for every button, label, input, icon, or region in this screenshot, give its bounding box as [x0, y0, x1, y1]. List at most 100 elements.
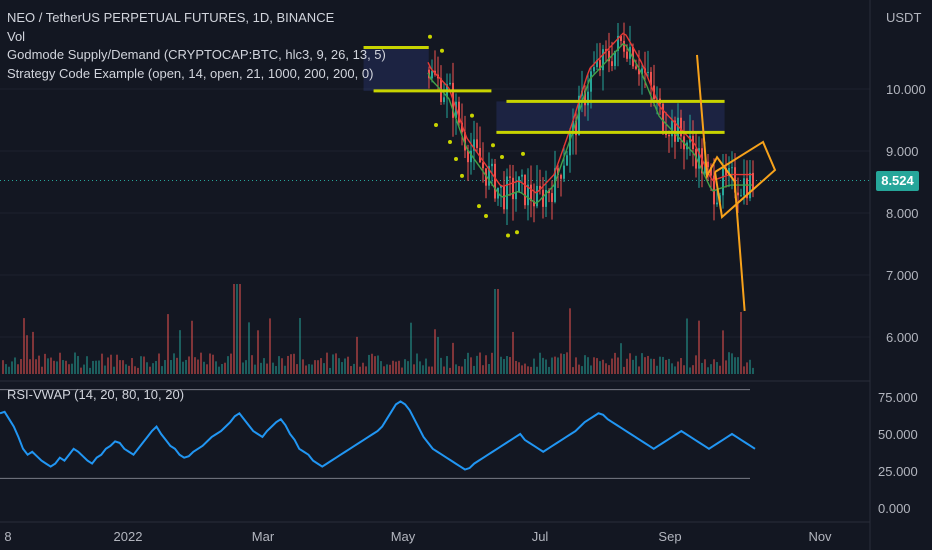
candle-body	[587, 91, 589, 106]
signal-dot	[500, 155, 504, 160]
volume-bar	[137, 367, 139, 374]
volume-bar	[584, 355, 586, 374]
volume-bar	[686, 318, 688, 374]
volume-bar	[359, 366, 361, 374]
volume-bar	[449, 367, 451, 374]
candle-body	[458, 101, 460, 123]
volume-bar	[464, 358, 466, 374]
price-tick: 8.000	[886, 206, 919, 221]
volume-bar	[131, 358, 133, 374]
candle-body	[461, 122, 463, 133]
volume-bar	[50, 357, 52, 374]
volume-bar	[524, 363, 526, 374]
volume-bar	[371, 353, 373, 374]
volume-indicator-label[interactable]: Vol	[7, 28, 26, 44]
candle-body	[548, 189, 550, 194]
volume-bar	[14, 357, 16, 374]
volume-bar	[461, 366, 463, 374]
volume-bar	[644, 357, 646, 374]
volume-bar	[566, 352, 568, 374]
signal-dot	[470, 113, 474, 118]
volume-bar	[200, 352, 202, 374]
chart-legend: NEO / TetherUS PERPETUAL FUTURES, 1D, BI…	[7, 9, 386, 83]
volume-bar	[335, 353, 337, 374]
strategy-indicator-label[interactable]: Strategy Code Example (open, 14, open, 2…	[7, 65, 374, 81]
candle-body	[512, 177, 514, 200]
volume-bar	[614, 352, 616, 374]
rsi-indicator-label[interactable]: RSI-VWAP (14, 20, 80, 10, 20)	[7, 387, 185, 402]
volume-bar	[290, 354, 292, 374]
volume-bar	[260, 362, 262, 374]
volume-bar	[500, 356, 502, 374]
candle-body	[476, 139, 478, 148]
candle-body	[557, 168, 559, 175]
volume-bar	[380, 361, 382, 374]
volume-bar	[20, 359, 22, 374]
candle-body	[620, 35, 622, 41]
volume-bar	[590, 365, 592, 374]
candle-body	[575, 120, 577, 136]
candle-body	[617, 35, 619, 51]
candle-body	[521, 174, 523, 177]
volume-bar	[539, 352, 541, 374]
volume-bar	[314, 360, 316, 374]
time-tick: Mar	[252, 529, 275, 544]
volume-bar	[17, 364, 19, 374]
candle-body	[530, 184, 532, 202]
signal-dot	[440, 48, 444, 53]
volume-bar	[341, 362, 343, 374]
volume-bar	[575, 357, 577, 374]
candle-body	[626, 51, 628, 59]
candle-body	[602, 49, 604, 71]
volume-bar	[638, 366, 640, 374]
candle-body	[566, 155, 568, 166]
volume-bar	[182, 361, 184, 374]
price-tick: 9.000	[886, 144, 919, 159]
candle-body	[611, 61, 613, 66]
candle-body	[527, 184, 529, 206]
symbol-title[interactable]: NEO / TetherUS PERPETUAL FUTURES, 1D, BI…	[7, 10, 335, 25]
volume-bar	[251, 355, 253, 374]
volume-bar	[218, 366, 220, 374]
volume-bar	[530, 366, 532, 374]
volume-bar	[716, 362, 718, 374]
candle-body	[464, 132, 466, 151]
volume-bar	[320, 358, 322, 374]
candle-body	[569, 133, 571, 156]
volume-bar	[527, 366, 529, 374]
volume-bar	[230, 353, 232, 374]
candle-body	[518, 176, 520, 193]
candle-body	[560, 174, 562, 179]
volume-bar	[152, 363, 154, 374]
volume-bar	[62, 360, 64, 374]
volume-bar	[215, 361, 217, 374]
candle-body	[479, 147, 481, 163]
candle-body	[467, 150, 469, 163]
volume-bar	[356, 336, 358, 374]
candle-body	[716, 202, 718, 205]
volume-bar	[707, 367, 709, 374]
volume-bar	[365, 366, 367, 374]
candle-body	[638, 68, 640, 75]
candle-body	[647, 71, 649, 73]
volume-bar	[713, 359, 715, 374]
volume-bar	[509, 357, 511, 374]
candle-body	[542, 189, 544, 207]
volume-bar	[494, 289, 496, 374]
volume-bar	[434, 329, 436, 374]
candle-body	[593, 67, 595, 72]
volume-bar	[671, 363, 673, 374]
volume-bar	[44, 353, 46, 374]
supply-demand-indicator-label[interactable]: Godmode Supply/Demand (CRYPTOCAP:BTC, hl…	[7, 47, 386, 62]
time-tick: 2022	[114, 529, 143, 544]
candle-body	[707, 161, 709, 168]
volume-bar	[47, 358, 49, 374]
candle-body	[728, 168, 730, 176]
volume-bar	[659, 356, 661, 374]
volume-bar	[41, 366, 43, 374]
volume-bar	[662, 356, 664, 374]
candle-body	[635, 66, 637, 69]
volume-bar	[656, 365, 658, 374]
volume-bar	[578, 364, 580, 374]
